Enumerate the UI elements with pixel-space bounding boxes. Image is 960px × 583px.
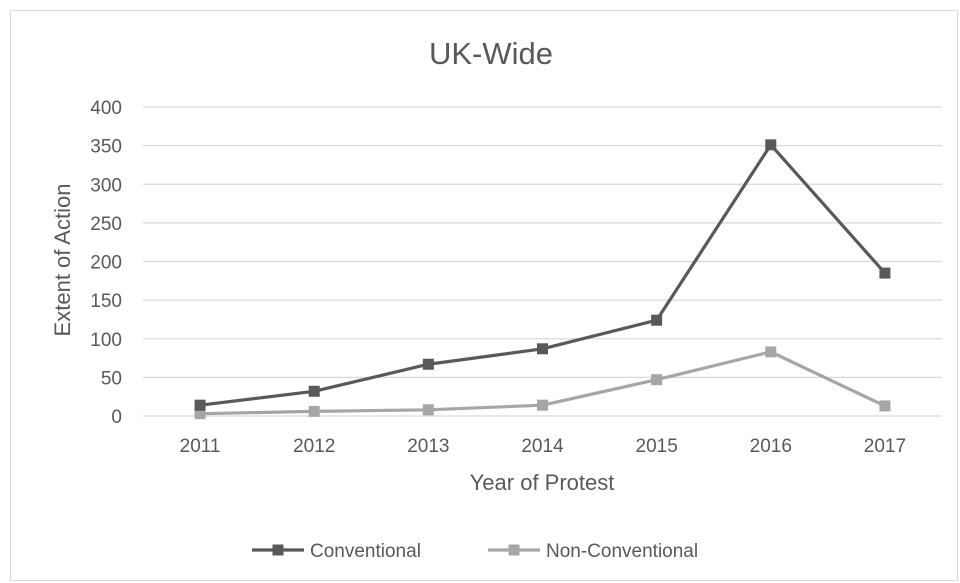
chart-container — [10, 10, 958, 581]
legend-item: Conventional — [252, 541, 421, 562]
legend: Conventional Non-Conventional — [252, 541, 698, 562]
legend-swatch-marker — [508, 544, 520, 556]
data-point — [194, 408, 206, 420]
legend-label: Conventional — [310, 541, 421, 562]
data-point — [194, 399, 206, 411]
y-axis-ticks: 0 50 100 150 200 250 300 350 400 — [90, 98, 122, 428]
data-point — [765, 139, 777, 151]
data-point — [308, 385, 320, 397]
data-point — [651, 314, 663, 326]
y-tick-label: 350 — [90, 137, 122, 158]
x-tick-label: 2016 — [750, 436, 792, 457]
data-point — [422, 358, 434, 370]
data-point — [765, 346, 777, 358]
x-tick-label: 2011 — [180, 436, 221, 457]
chart-title: UK-Wide — [429, 36, 553, 71]
data-point — [537, 343, 548, 355]
data-point — [308, 405, 320, 417]
x-tick-label: 2013 — [407, 436, 449, 457]
legend-item: Non-Conventional — [488, 541, 698, 562]
data-point — [879, 267, 891, 279]
x-tick-label: 2015 — [636, 436, 678, 457]
y-tick-label: 300 — [90, 175, 122, 196]
y-tick-label: 50 — [101, 368, 122, 389]
y-tick-label: 150 — [90, 291, 122, 312]
data-point — [651, 374, 663, 386]
data-point — [537, 399, 548, 411]
y-tick-label: 0 — [111, 407, 122, 428]
data-point — [422, 404, 434, 416]
x-tick-label: 2012 — [293, 436, 335, 457]
y-axis-title: Extent of Action — [50, 184, 75, 337]
y-tick-label: 200 — [90, 253, 122, 274]
x-axis-title: Year of Protest — [470, 470, 615, 495]
y-tick-label: 250 — [90, 214, 122, 235]
x-tick-label: 2014 — [521, 436, 564, 457]
data-point — [879, 400, 891, 412]
legend-swatch-marker — [272, 544, 284, 556]
x-tick-label: 2017 — [864, 436, 906, 457]
legend-label: Non-Conventional — [546, 541, 698, 562]
x-axis-ticks: 2011 2012 2013 2014 2015 2016 2017 — [180, 436, 906, 457]
gridlines — [143, 106, 942, 417]
series-layer — [194, 139, 891, 420]
y-tick-label: 400 — [90, 98, 122, 119]
y-tick-label: 100 — [90, 330, 122, 351]
